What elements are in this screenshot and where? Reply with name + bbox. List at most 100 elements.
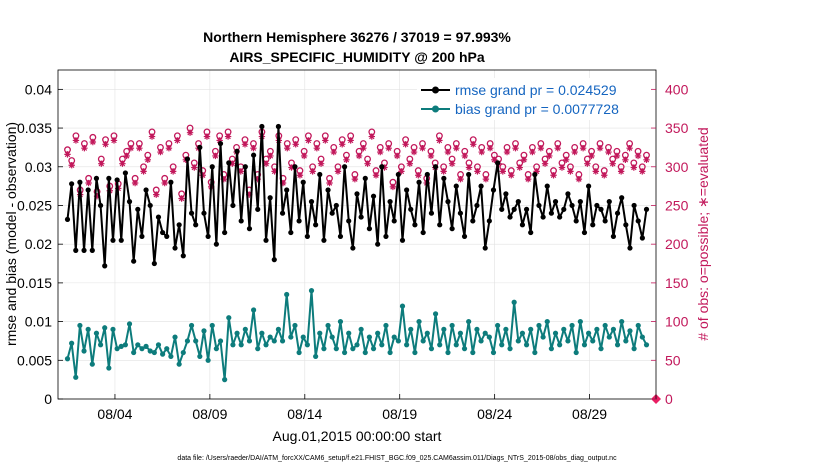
bias-point xyxy=(598,346,604,352)
bias-point xyxy=(188,322,195,329)
rmse-point xyxy=(643,206,650,212)
bias-point xyxy=(474,326,480,332)
rmse-point xyxy=(499,206,505,212)
plot-frame xyxy=(57,69,657,400)
bias-point xyxy=(515,338,521,344)
obs-evaluated-point xyxy=(448,160,456,167)
rmse-point xyxy=(288,229,294,236)
y-tick-label: 0.02 xyxy=(25,236,52,252)
obs-evaluated-point xyxy=(326,179,333,187)
bias-point xyxy=(610,326,617,332)
bias-point xyxy=(329,334,335,340)
rmse-point xyxy=(581,229,588,236)
bias-point xyxy=(490,349,497,356)
obs-evaluated-point xyxy=(300,152,308,160)
rmse-point xyxy=(259,123,265,130)
rmse-point xyxy=(242,164,248,170)
obs-evaluated-point xyxy=(165,144,173,152)
bias-point xyxy=(631,346,637,352)
rmse-point xyxy=(93,175,100,181)
obs-evaluated-point xyxy=(284,144,291,152)
series-bias grand pr = 0.0077728 xyxy=(64,288,650,383)
rmse-point xyxy=(432,164,439,170)
bias-point xyxy=(77,322,83,329)
bias-point xyxy=(234,330,240,336)
bias-line xyxy=(66,289,648,381)
rmse-point xyxy=(631,202,637,209)
obs-evaluated-point xyxy=(224,133,232,140)
rmse-point xyxy=(89,247,95,253)
obs-evaluated-point xyxy=(334,168,342,175)
rmse-point xyxy=(420,229,426,236)
rmse-point xyxy=(234,148,240,154)
obs-evaluated-point xyxy=(131,179,139,187)
obs-evaluated-point xyxy=(140,168,147,175)
obs-evaluated-point xyxy=(613,152,621,160)
rmse-point xyxy=(188,210,195,216)
bias-point xyxy=(255,346,261,352)
bias-point xyxy=(102,325,108,331)
obs-evaluated-point xyxy=(609,160,616,167)
y2-tick-label: 0 xyxy=(665,391,673,407)
rmse-point xyxy=(461,233,468,240)
bias-point xyxy=(97,342,104,348)
rmse-point xyxy=(573,218,579,224)
rmse-point xyxy=(238,218,244,224)
obs-evaluated-point xyxy=(237,168,244,175)
rmse-point xyxy=(126,199,133,205)
obs-evaluated-point xyxy=(127,144,135,152)
obs-evaluated-point xyxy=(512,144,519,152)
rmse-point xyxy=(366,226,373,232)
obs-evaluated-point xyxy=(444,148,452,156)
bias-point xyxy=(532,349,538,356)
obs-evaluated-point xyxy=(98,160,105,167)
rmse-point xyxy=(251,152,257,158)
rmse-point xyxy=(321,237,327,243)
obs-evaluated-point xyxy=(470,141,477,148)
obs-evaluated-point xyxy=(579,144,587,152)
obs-evaluated-point xyxy=(617,168,625,175)
obs-evaluated-point xyxy=(72,137,80,144)
rmse-point xyxy=(296,218,302,224)
bias-point xyxy=(143,343,149,349)
rmse-point xyxy=(275,123,282,130)
x-axis-label: Aug.01,2015 00:00:00 start xyxy=(273,428,442,444)
obs-evaluated-point xyxy=(524,175,532,183)
obs-evaluated-point xyxy=(271,168,278,175)
obs-evaluated-point xyxy=(453,144,460,152)
rmse-point xyxy=(77,179,83,185)
rmse-point xyxy=(441,175,447,181)
rmse-point xyxy=(557,214,563,220)
obs-evaluated-point xyxy=(550,172,557,179)
bias-point xyxy=(222,377,228,383)
bias-point xyxy=(528,326,534,332)
rmse-point xyxy=(523,206,530,212)
obs-evaluated-point xyxy=(68,162,75,169)
obs-evaluated-point xyxy=(254,175,261,183)
series-evaluated xyxy=(64,129,650,202)
obs-evaluated-point xyxy=(563,156,570,163)
bias-point xyxy=(126,321,133,327)
bias-point xyxy=(172,334,178,340)
bias-point xyxy=(350,346,356,352)
obs-evaluated-point xyxy=(110,137,118,144)
chart-title: Northern Hemisphere 36276 / 37019 = 97.9… xyxy=(203,29,511,45)
y-tick-label: 0.015 xyxy=(17,275,52,291)
bias-point xyxy=(635,322,641,329)
x-tick-label: 08/14 xyxy=(287,406,322,422)
rmse-point xyxy=(375,241,381,247)
y-tick-label: 0.035 xyxy=(17,120,52,136)
obs-evaluated-point xyxy=(64,151,71,158)
obs-evaluated-point xyxy=(393,152,401,160)
bias-point xyxy=(552,330,559,336)
y2-tick-label: 150 xyxy=(665,275,689,291)
bias-point xyxy=(437,342,443,348)
y2-tick-label: 400 xyxy=(665,81,689,97)
obs-evaluated-point xyxy=(355,152,363,160)
rmse-point xyxy=(619,195,625,201)
rmse-point xyxy=(540,214,546,220)
rmse-point xyxy=(457,210,463,216)
bias-point xyxy=(135,342,141,348)
obs-evaluated-point xyxy=(85,179,92,187)
obs-evaluated-point xyxy=(343,156,350,163)
